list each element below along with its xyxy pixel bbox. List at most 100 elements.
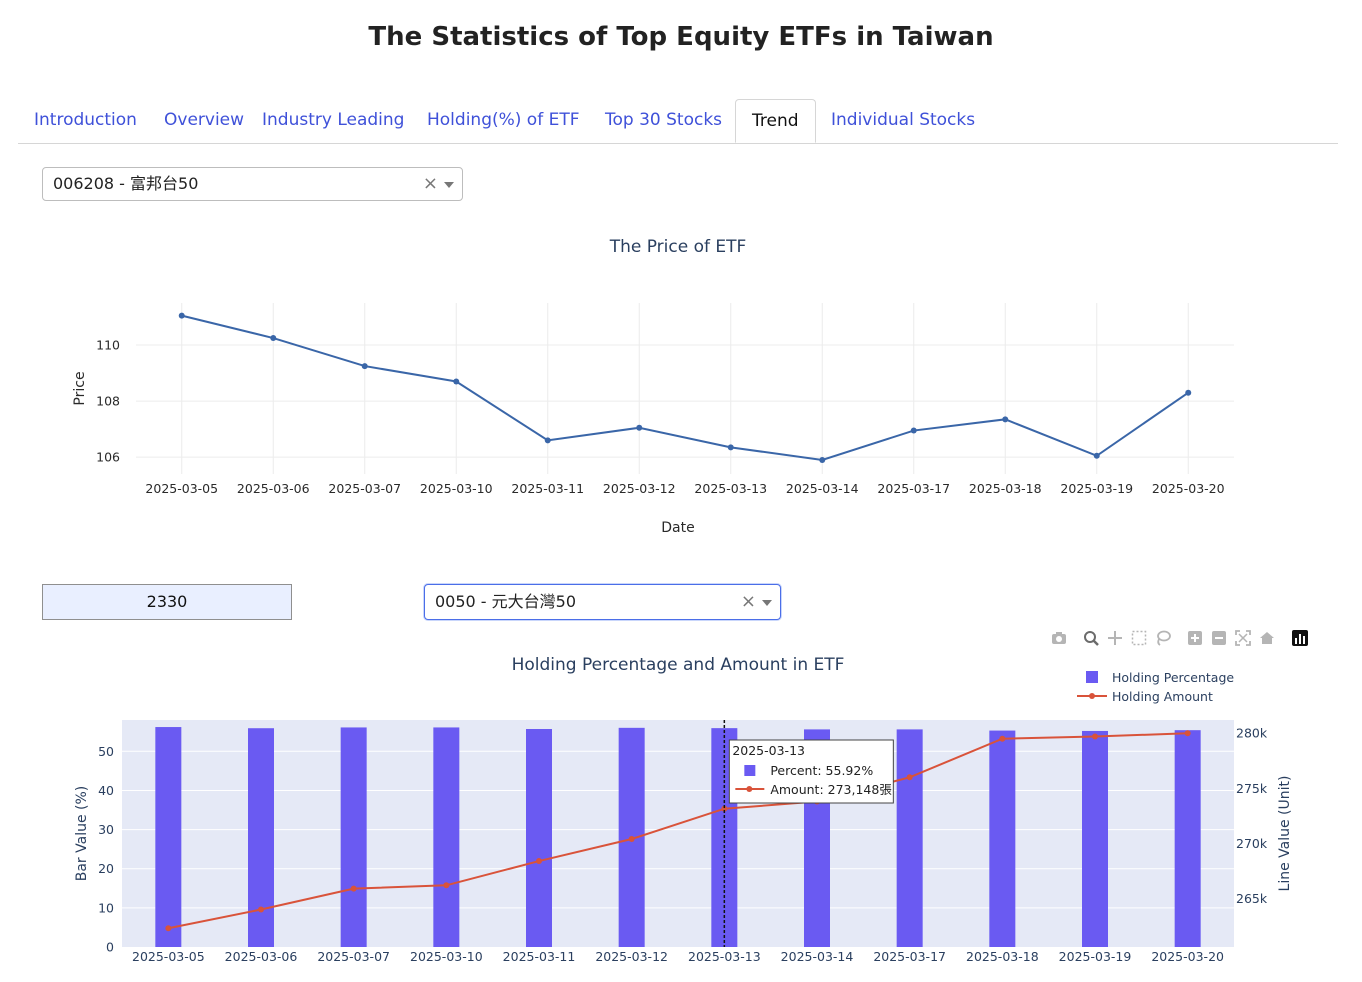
tab-introduction[interactable]: Introduction bbox=[34, 110, 137, 130]
holding-amount-point bbox=[1184, 730, 1191, 737]
price-point bbox=[361, 363, 368, 370]
y-axis-title: Bar Value (%) bbox=[74, 786, 90, 882]
x-tick-label: 2025-03-18 bbox=[969, 481, 1042, 496]
tab-overview[interactable]: Overview bbox=[164, 110, 245, 130]
x-tick-label: 2025-03-17 bbox=[873, 949, 946, 964]
x-axis-title: Date bbox=[661, 520, 694, 536]
x-tick-label: 2025-03-11 bbox=[511, 481, 584, 496]
tab-individual-stocks[interactable]: Individual Stocks bbox=[831, 110, 976, 130]
x-tick-label: 2025-03-17 bbox=[877, 481, 950, 496]
zoom-in-icon[interactable] bbox=[1186, 629, 1204, 647]
etf-dropdown[interactable]: 006208 - 富邦台50 × bbox=[42, 167, 463, 201]
y-tick-label: 30 bbox=[98, 822, 114, 837]
hover-swatch-percentage bbox=[744, 765, 756, 776]
price-point bbox=[544, 437, 551, 444]
autoscale-icon[interactable] bbox=[1234, 629, 1252, 647]
hover-swatch-amount-point bbox=[746, 786, 753, 792]
tab-industry-leading[interactable]: Industry Leading bbox=[262, 110, 405, 130]
x-tick-label: 2025-03-14 bbox=[781, 949, 854, 964]
price-point bbox=[1002, 416, 1009, 423]
camera-icon[interactable] bbox=[1050, 629, 1068, 647]
tab-top-30-stocks[interactable]: Top 30 Stocks bbox=[605, 110, 723, 130]
tab-trend[interactable]: Trend bbox=[735, 99, 816, 143]
x-tick-label: 2025-03-07 bbox=[328, 481, 401, 496]
x-tick-label: 2025-03-06 bbox=[237, 481, 310, 496]
x-tick-label: 2025-03-19 bbox=[1060, 481, 1133, 496]
holding-percentage-bar bbox=[248, 728, 274, 947]
plotly-logo-icon[interactable] bbox=[1291, 629, 1309, 647]
holding-amount-point bbox=[999, 735, 1006, 742]
box-select-icon[interactable] bbox=[1130, 629, 1148, 647]
page-title: The Statistics of Top Equity ETFs in Tai… bbox=[368, 22, 994, 52]
holding-percentage-bar bbox=[896, 729, 923, 947]
stock-code-input[interactable]: 2330 bbox=[42, 584, 292, 620]
zoom-icon[interactable] bbox=[1082, 629, 1100, 647]
etf-dropdown-2-value: 0050 - 元大台灣50 bbox=[435, 592, 577, 611]
holding-percentage-bar bbox=[155, 727, 182, 947]
holding-percentage-bar bbox=[1174, 730, 1201, 947]
y2-tick-label: 270k bbox=[1236, 836, 1268, 851]
y-axis-title: Price bbox=[72, 371, 88, 405]
lasso-icon[interactable] bbox=[1154, 629, 1172, 647]
holding-amount-point bbox=[443, 882, 450, 889]
clear-icon[interactable]: × bbox=[422, 173, 438, 194]
y2-tick-label: 265k bbox=[1236, 891, 1268, 906]
y-tick-label: 20 bbox=[98, 861, 114, 876]
etf-dropdown-value: 006208 - 富邦台50 bbox=[53, 174, 199, 193]
price-chart: The Price of ETF 2025-03-05 2025-03-06 2025… bbox=[72, 237, 1234, 536]
holding-percentage-bar bbox=[526, 729, 552, 947]
etf-dropdown-2[interactable]: 0050 - 元大台灣50 × bbox=[424, 584, 781, 620]
x-tick-label: 2025-03-11 bbox=[503, 949, 576, 964]
holding-percentage-bar bbox=[1082, 730, 1108, 947]
holding-amount-point bbox=[1092, 733, 1098, 740]
y-tick-label: 40 bbox=[98, 783, 114, 798]
zoom-out-icon[interactable] bbox=[1210, 629, 1228, 647]
price-point bbox=[910, 427, 917, 434]
legend-swatch-amount-point bbox=[1089, 693, 1095, 699]
holding-percentage-bar bbox=[989, 730, 1016, 947]
price-point bbox=[178, 312, 185, 319]
x-tick-label: 2025-03-12 bbox=[603, 481, 676, 496]
legend-label-percentage: Holding Percentage bbox=[1112, 670, 1234, 685]
holding-amount-line bbox=[168, 732, 1188, 930]
x-tick-label: 2025-03-19 bbox=[1059, 949, 1132, 964]
x-tick-label: 2025-03-20 bbox=[1152, 481, 1225, 496]
y-tick-label: 10 bbox=[98, 900, 114, 915]
clear-icon[interactable]: × bbox=[740, 591, 756, 612]
x-tick-label: 2025-03-20 bbox=[1151, 949, 1224, 964]
holding-amount-point bbox=[258, 906, 264, 913]
hover-tooltip bbox=[728, 739, 894, 804]
x-tick-label: 2025-03-10 bbox=[420, 481, 493, 496]
price-point bbox=[727, 444, 734, 451]
x-tick-label: 2025-03-10 bbox=[410, 949, 483, 964]
holding-amount-point bbox=[350, 885, 357, 892]
reset-icon[interactable] bbox=[1258, 629, 1276, 647]
x-tick-label: 2025-03-18 bbox=[966, 949, 1039, 964]
holding-amount-point bbox=[165, 925, 172, 932]
price-point bbox=[1185, 389, 1192, 396]
y2-tick-label: 275k bbox=[1236, 781, 1268, 796]
holding-percentage-bar bbox=[340, 727, 367, 947]
hover-date: 2025-03-13 bbox=[732, 743, 805, 758]
holding-amount-point bbox=[536, 858, 542, 865]
x-tick-label: 2025-03-14 bbox=[786, 481, 859, 496]
x-tick-label: 2025-03-05 bbox=[145, 481, 218, 496]
legend-label-amount: Holding Amount bbox=[1112, 689, 1213, 704]
y-tick-label: 106 bbox=[96, 450, 120, 465]
y2-tick-label: 280k bbox=[1236, 726, 1268, 741]
price-point bbox=[1093, 452, 1100, 459]
price-point bbox=[453, 378, 460, 385]
x-tick-label: 2025-03-06 bbox=[225, 949, 298, 964]
price-point bbox=[270, 335, 277, 342]
x-tick-label: 2025-03-07 bbox=[317, 949, 390, 964]
y2-axis-title: Line Value (Unit) bbox=[1277, 776, 1293, 892]
holding-chart: Holding Percentage and Amount in ETF 0 10 2… bbox=[74, 655, 1293, 964]
plot-area bbox=[122, 720, 1234, 947]
legend-swatch-percentage bbox=[1086, 671, 1098, 683]
chevron-down-icon[interactable] bbox=[762, 600, 772, 606]
tab-bar: Introduction Overview Industry Leading H… bbox=[18, 99, 1338, 144]
pan-icon[interactable] bbox=[1106, 629, 1124, 647]
tab-holding-of-etf[interactable]: Holding(%) of ETF bbox=[427, 110, 580, 130]
chevron-down-icon[interactable] bbox=[444, 182, 454, 188]
hover-percent: Percent: 55.92% bbox=[770, 763, 873, 778]
